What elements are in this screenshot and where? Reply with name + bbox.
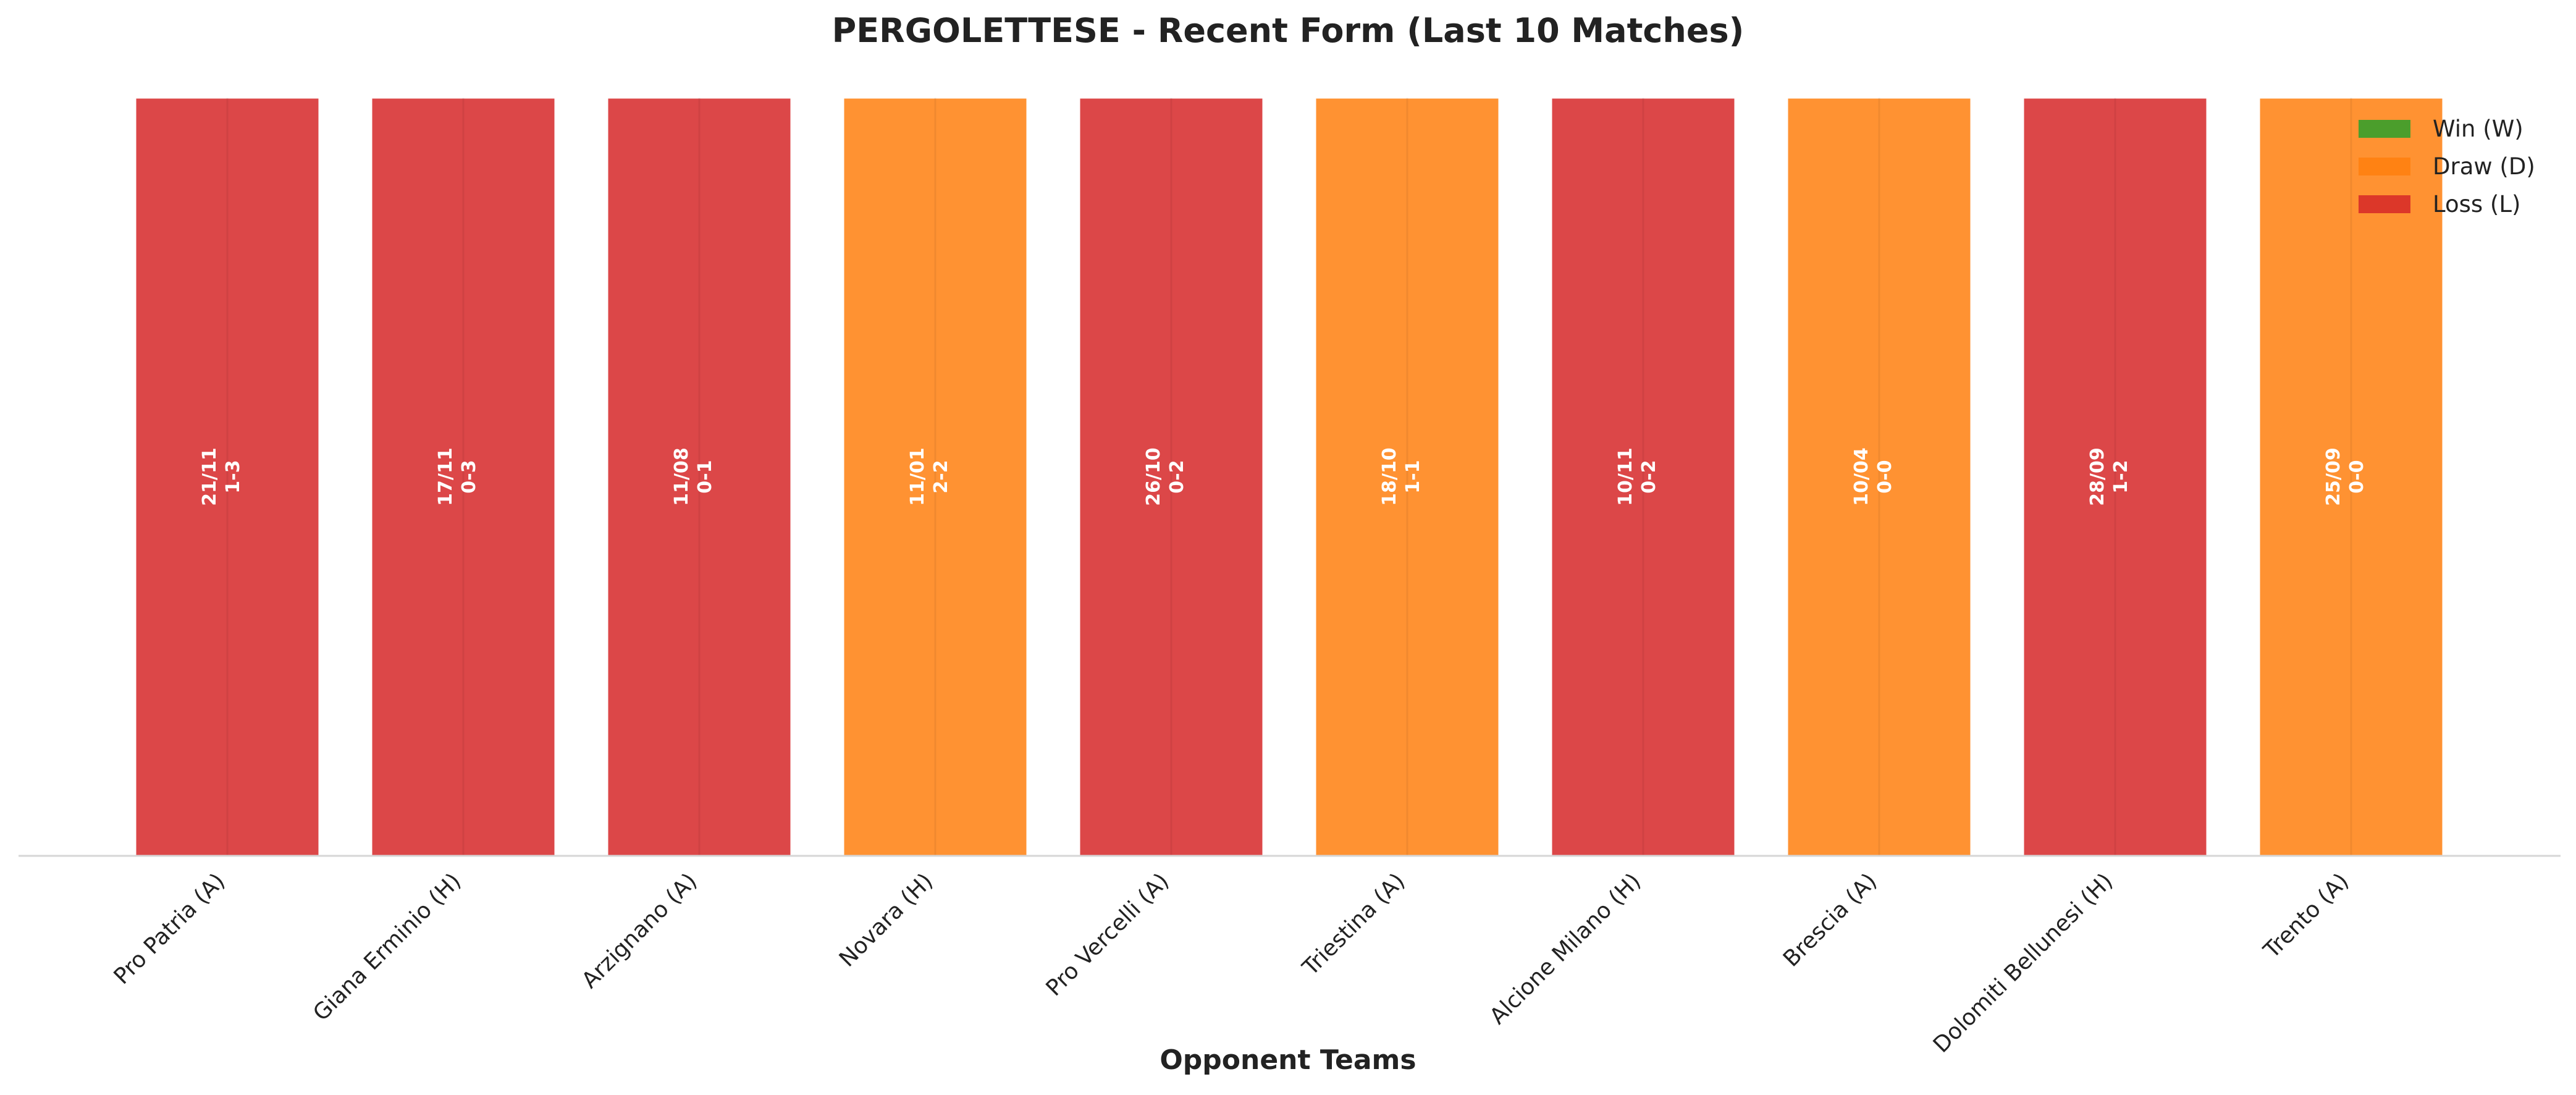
- bar-date-label-3: 11/08: [671, 447, 692, 505]
- x-tick-label-5: Pro Vercelli (A): [1042, 868, 1174, 1001]
- x-tick-label-4: Novara (H): [835, 868, 938, 971]
- bar-date-label-9: 28/09: [2087, 447, 2108, 505]
- legend-label-3: Loss (L): [2433, 191, 2520, 218]
- bar-3: [606, 96, 793, 857]
- chart-title: PERGOLETTESE - Recent Form (Last 10 Matc…: [832, 11, 1745, 50]
- bar-score-label-1: 1-3: [222, 460, 244, 493]
- x-tick-label-8: Brescia (A): [1778, 868, 1882, 971]
- bar-10: [2258, 96, 2444, 857]
- bar-date-label-8: 10/04: [1851, 447, 1872, 505]
- bar-score-label-8: 0-0: [1874, 460, 1896, 493]
- bars-layer: 21/11 1-3 17/11 0-3 11/08 0-1 11/01 2-2 26/10 0-2…: [134, 96, 2444, 857]
- legend-label-1: Win (W): [2433, 116, 2523, 142]
- x-tick-label-9: Dolomiti Bellunesi (H): [1929, 868, 2118, 1057]
- legend-swatch-3: [2359, 195, 2410, 213]
- x-tick-label-6: Triestina (A): [1297, 868, 1410, 981]
- bar-score-label-6: 1-1: [1402, 460, 1424, 493]
- bar-5: [1078, 96, 1265, 857]
- bar-score-label-3: 0-1: [694, 460, 716, 493]
- bar-date-label-2: 17/11: [435, 447, 457, 505]
- x-tick-label-2: Giana Erminio (H): [308, 868, 466, 1026]
- x-axis-label: Opponent Teams: [1160, 1044, 1416, 1076]
- legend-swatch-1: [2359, 120, 2410, 138]
- x-tick-label-1: Pro Patria (A): [109, 868, 230, 989]
- bar-score-label-7: 0-2: [1638, 460, 1660, 493]
- bar-score-label-4: 2-2: [930, 460, 952, 493]
- bar-2: [370, 96, 557, 857]
- bar-date-label-1: 21/11: [199, 447, 221, 505]
- bar-4: [842, 96, 1029, 857]
- bar-1: [134, 96, 321, 857]
- bar-6: [1314, 96, 1501, 857]
- bar-date-label-7: 10/11: [1615, 447, 1636, 505]
- bar-date-label-10: 25/09: [2323, 447, 2344, 505]
- legend: Win (W) Draw (D) Loss (L): [2359, 116, 2535, 218]
- x-tick-label-3: Arzignano (A): [577, 868, 702, 993]
- bar-score-label-9: 1-2: [2110, 460, 2132, 493]
- bar-date-label-6: 18/10: [1379, 447, 1400, 505]
- x-tick-label-10: Trento (A): [2258, 868, 2354, 963]
- x-tick-label-7: Alcione Milano (H): [1485, 868, 1646, 1029]
- bar-score-label-2: 0-3: [458, 460, 480, 493]
- x-tick-labels: Pro Patria (A) Giana Erminio (H) Arzignano…: [109, 868, 2354, 1057]
- bar-score-label-5: 0-2: [1166, 460, 1188, 493]
- legend-swatch-2: [2359, 158, 2410, 175]
- bar-8: [1786, 96, 1972, 857]
- bar-date-label-4: 11/01: [907, 447, 928, 505]
- bar-7: [1550, 96, 1736, 857]
- bar-score-label-10: 0-0: [2346, 460, 2368, 493]
- bar-date-label-5: 26/10: [1143, 447, 1164, 505]
- legend-label-2: Draw (D): [2433, 153, 2535, 180]
